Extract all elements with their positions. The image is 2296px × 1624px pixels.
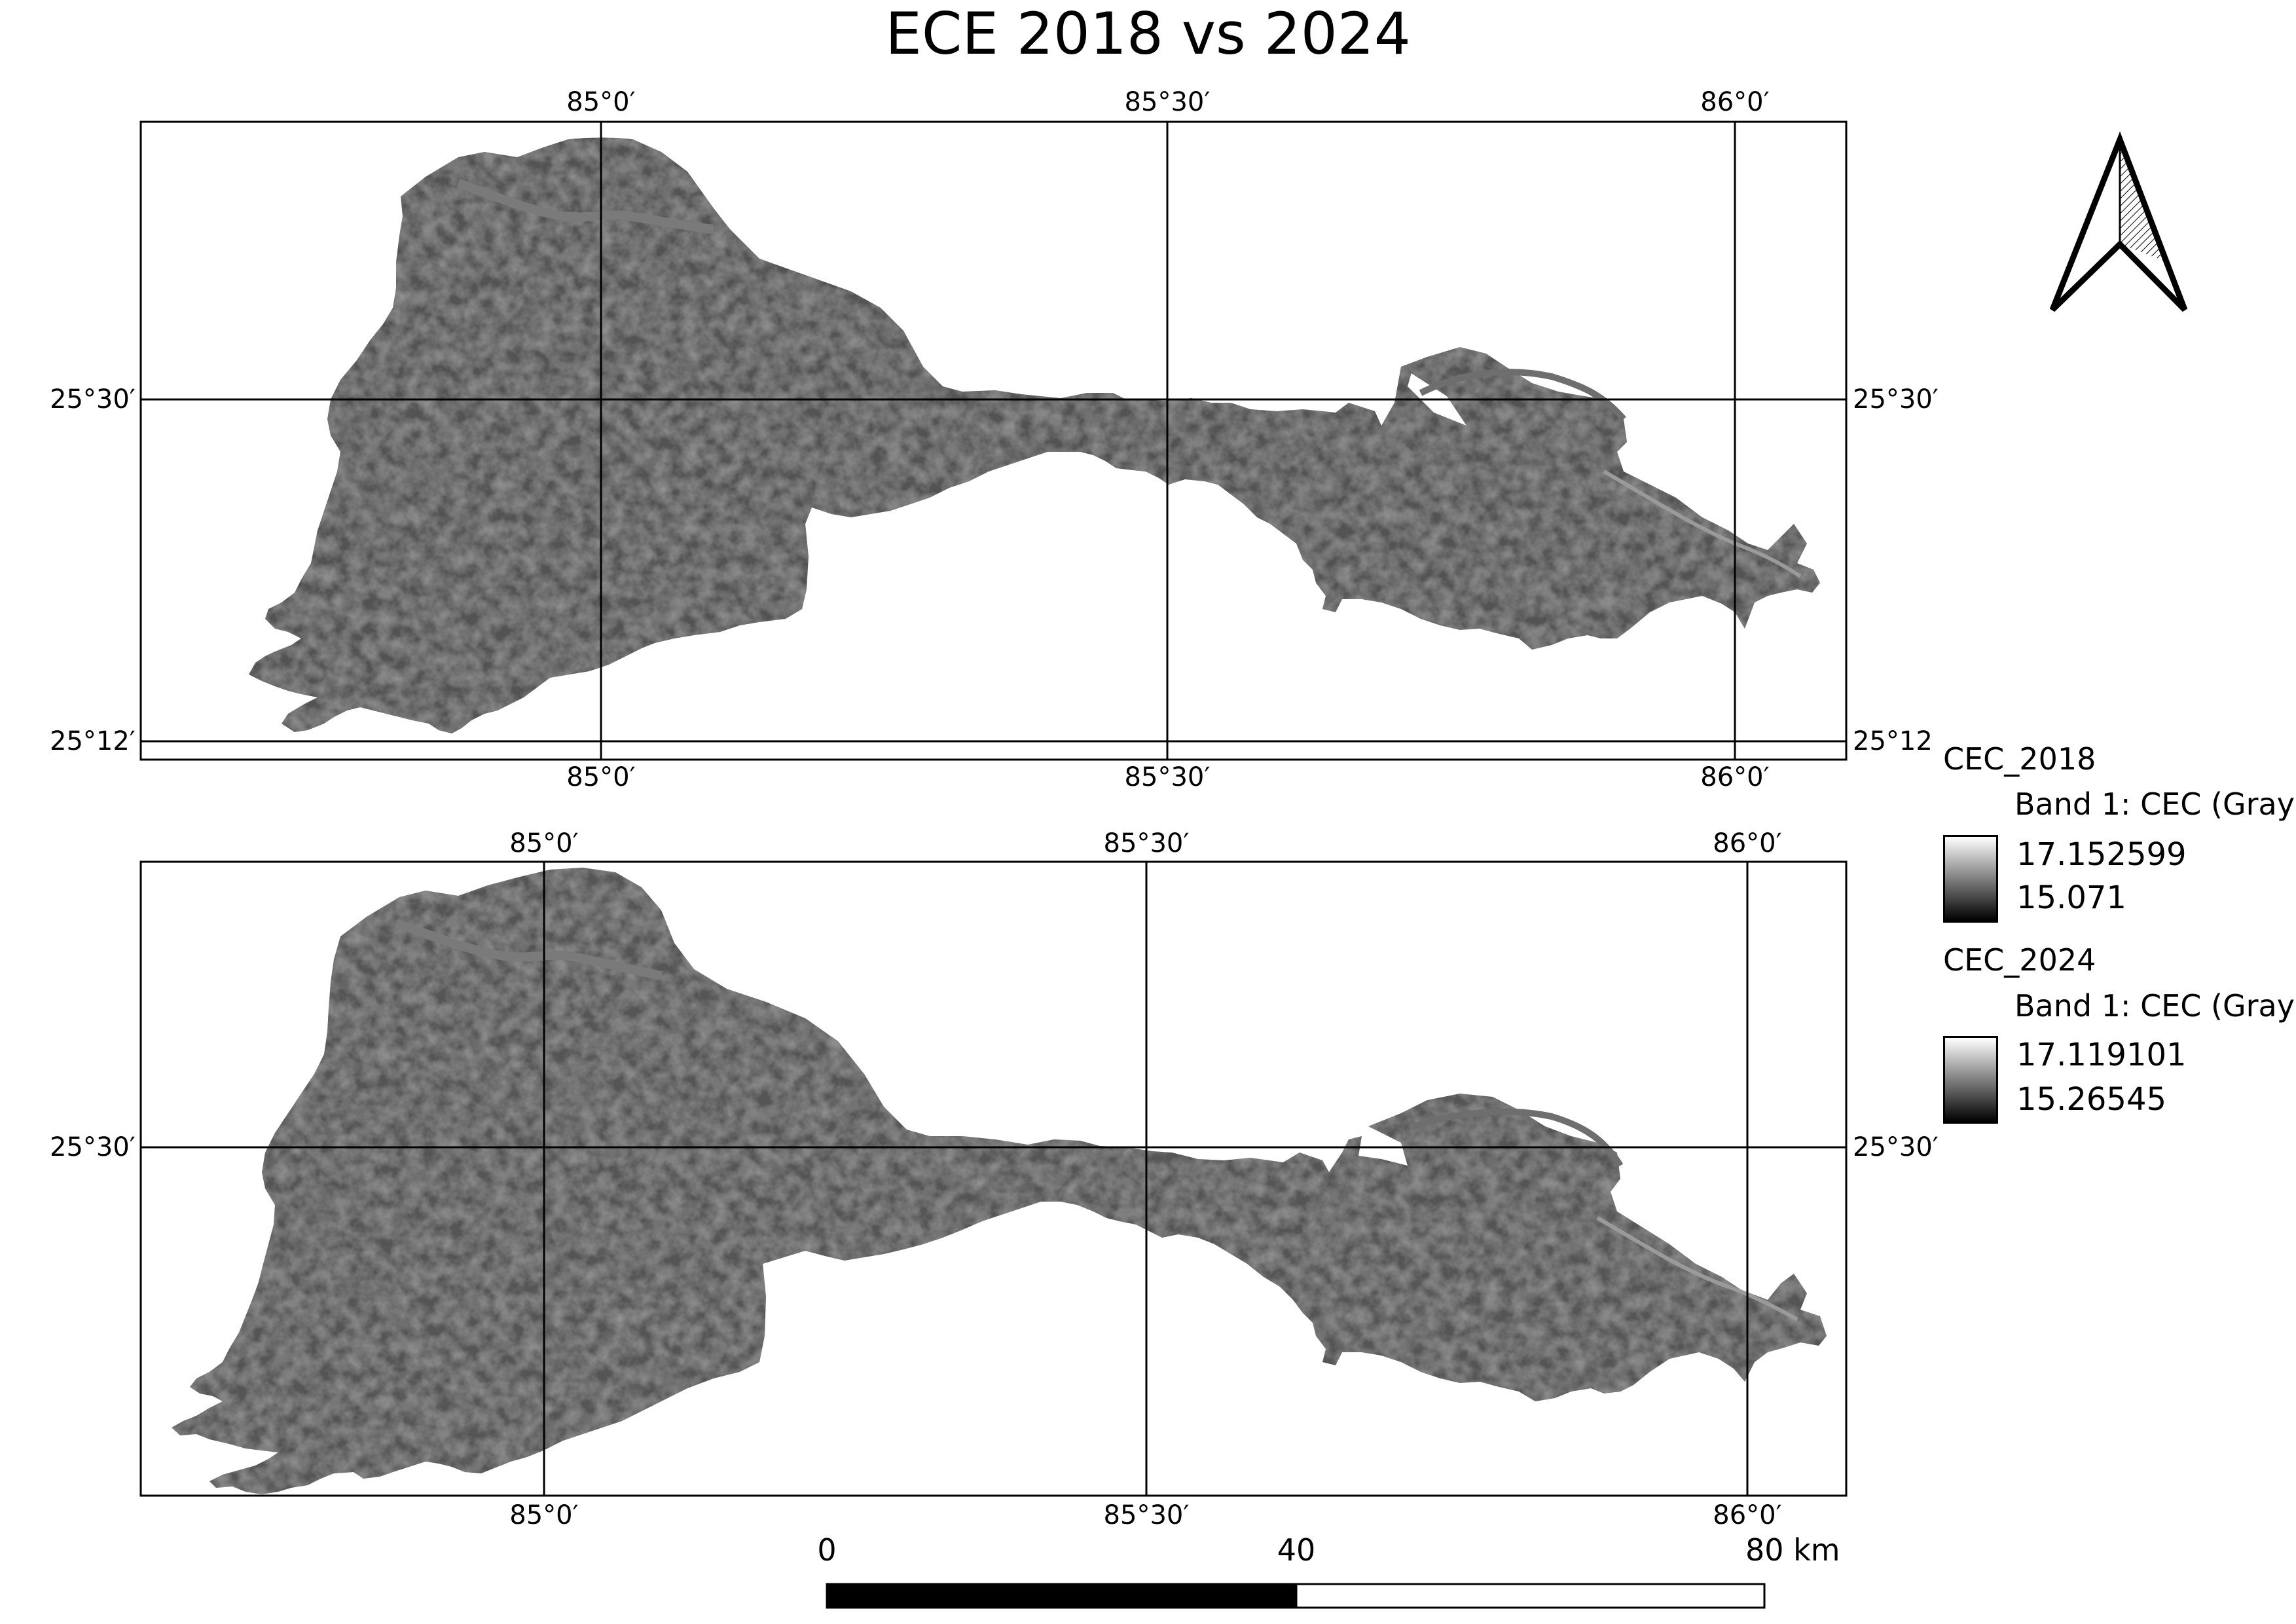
top-longitude-label: 85°0′: [509, 828, 579, 858]
top-longitude-label: 85°0′: [566, 87, 636, 117]
map-title: ECE 2018 vs 2024: [885, 0, 1411, 67]
bottom-longitude-label: 85°30′: [1103, 1500, 1190, 1530]
top-longitude-label: 85°30′: [1124, 87, 1211, 117]
legend-band-label: Band 1: CEC (Gray): [2014, 786, 2296, 822]
bottom-longitude-label: 85°30′: [1124, 762, 1211, 792]
legend-layer-title: CEC_2018: [1943, 741, 2096, 777]
river-channel: [394, 919, 663, 980]
bottom-longitude-label: 85°0′: [566, 762, 636, 792]
legend-min-value: 15.071: [2016, 879, 2126, 916]
top-longitude-label: 86°0′: [1700, 87, 1770, 117]
region-raster-2024: [172, 868, 1827, 1494]
top-longitude-label: 86°0′: [1713, 828, 1782, 858]
graticule: [141, 862, 1846, 1496]
legend-min-value: 15.26545: [2016, 1081, 2167, 1118]
scale-bar-label: 80 km: [1745, 1532, 1840, 1568]
right-latitude-label: 25°12: [1853, 726, 1933, 756]
river-channel: [1603, 470, 1802, 578]
legend-layer-title: CEC_2024: [1943, 942, 2096, 978]
river-channel: [1413, 1108, 1624, 1168]
river-channel: [456, 179, 714, 234]
left-latitude-label: 25°30′: [50, 384, 136, 415]
scale-bar-label: 0: [817, 1532, 837, 1568]
bottom-longitude-label: 86°0′: [1713, 1500, 1782, 1530]
north-arrow-icon: [2049, 131, 2188, 312]
bottom-longitude-label: 85°0′: [509, 1500, 579, 1530]
legend-band-label: Band 1: CEC (Gray): [2014, 988, 2296, 1024]
right-latitude-label: 25°30′: [1853, 384, 1939, 415]
map-panel-2018: [139, 120, 1848, 761]
scale-bar-label: 40: [1277, 1532, 1316, 1568]
gray-color-ramp: [1943, 1036, 1998, 1124]
legend-max-value: 17.119101: [2016, 1037, 2187, 1073]
right-latitude-label: 25°30′: [1853, 1132, 1939, 1162]
graticule: [141, 122, 1846, 760]
region-raster-2018: [249, 138, 1820, 733]
bottom-longitude-label: 86°0′: [1700, 762, 1770, 792]
left-latitude-label: 25°30′: [50, 1132, 136, 1162]
map-panel-2024: [139, 860, 1848, 1497]
top-longitude-label: 85°30′: [1103, 828, 1190, 858]
river-channel: [1596, 1216, 1798, 1321]
gray-color-ramp: [1943, 835, 1998, 923]
scale-bar: [826, 1583, 1766, 1609]
left-latitude-label: 25°12′: [50, 726, 136, 756]
legend-max-value: 17.152599: [2016, 836, 2187, 873]
